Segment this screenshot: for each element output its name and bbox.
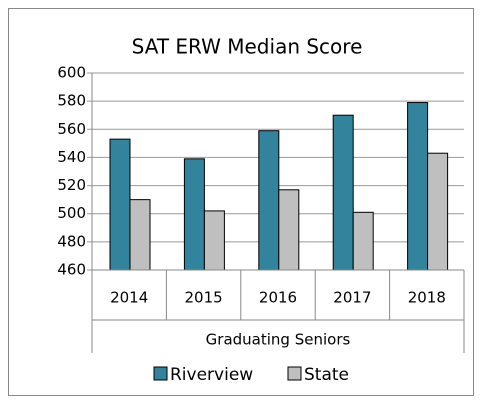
legend-label: Riverview xyxy=(170,365,253,385)
y-tick-label: 560 xyxy=(57,120,86,138)
bar xyxy=(332,114,354,271)
bar xyxy=(352,211,374,271)
x-axis-title: Graduating Seniors xyxy=(206,331,351,349)
bar xyxy=(183,158,205,271)
bar xyxy=(407,102,429,271)
bar xyxy=(278,189,300,271)
legend-label: State xyxy=(304,365,349,385)
x-tick-label: 2015 xyxy=(185,289,223,307)
x-tick-label: 2018 xyxy=(408,289,446,307)
chart-title: SAT ERW Median Score xyxy=(132,35,363,59)
x-tick-label: 2017 xyxy=(333,289,371,307)
legend-swatch xyxy=(153,366,168,381)
bar xyxy=(129,199,151,271)
y-tick-label: 580 xyxy=(57,92,86,110)
y-tick-label: 460 xyxy=(57,261,86,279)
bar xyxy=(258,130,280,271)
legend-swatch xyxy=(287,366,302,381)
x-tick-label: 2014 xyxy=(110,289,148,307)
y-tick-label: 520 xyxy=(57,176,86,194)
bar xyxy=(203,210,225,271)
bar xyxy=(427,152,449,271)
x-tick-label: 2016 xyxy=(259,289,297,307)
y-tick-label: 480 xyxy=(57,232,86,250)
y-tick-label: 500 xyxy=(57,204,86,222)
y-tick-label: 600 xyxy=(57,64,86,82)
y-tick-label: 540 xyxy=(57,148,86,166)
bar xyxy=(109,138,131,271)
